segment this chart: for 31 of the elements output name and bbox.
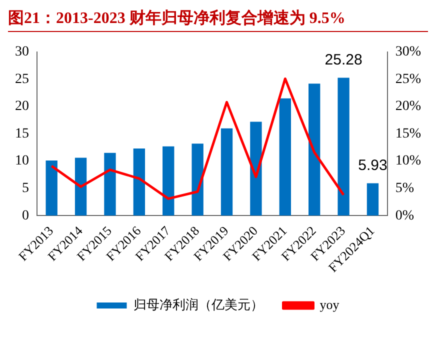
legend-label: yoy: [320, 296, 340, 312]
y-tick-label: 25: [15, 72, 29, 87]
bar: [308, 84, 320, 216]
bar: [192, 144, 204, 216]
y-tick-label: 15: [15, 126, 29, 142]
y2-tick-label: 30%: [395, 44, 422, 60]
y-tick-label: 30: [15, 44, 29, 60]
y-tick-label: 10: [15, 154, 29, 169]
y-tick-label: 20: [15, 99, 29, 114]
bar: [104, 152, 116, 216]
y2-tick-label: 10%: [395, 154, 422, 169]
bar: [220, 128, 233, 216]
legend-label: 归母净利润（亿美元）: [133, 296, 264, 312]
bar: [250, 122, 262, 216]
bar: [279, 98, 291, 216]
bar: [133, 148, 146, 216]
y2-tick-label: 25%: [395, 72, 422, 87]
bar: [46, 160, 58, 216]
data-label: 25.28: [324, 51, 362, 68]
y-tick-label: 5: [22, 181, 29, 196]
y2-tick-label: 20%: [395, 99, 422, 114]
y-tick-label: 0: [22, 208, 29, 224]
y2-tick-label: 0%: [395, 208, 414, 224]
chart-title: 图21：2013-2023 财年归母净利复合增速为 9.5%: [8, 8, 428, 32]
bar: [162, 146, 174, 216]
y2-tick-label: 5%: [395, 181, 414, 196]
bar: [366, 183, 379, 216]
bar: [74, 158, 87, 216]
data-label: 5.93: [358, 156, 388, 174]
y2-tick-label: 15%: [395, 126, 422, 142]
bar: [338, 78, 350, 216]
